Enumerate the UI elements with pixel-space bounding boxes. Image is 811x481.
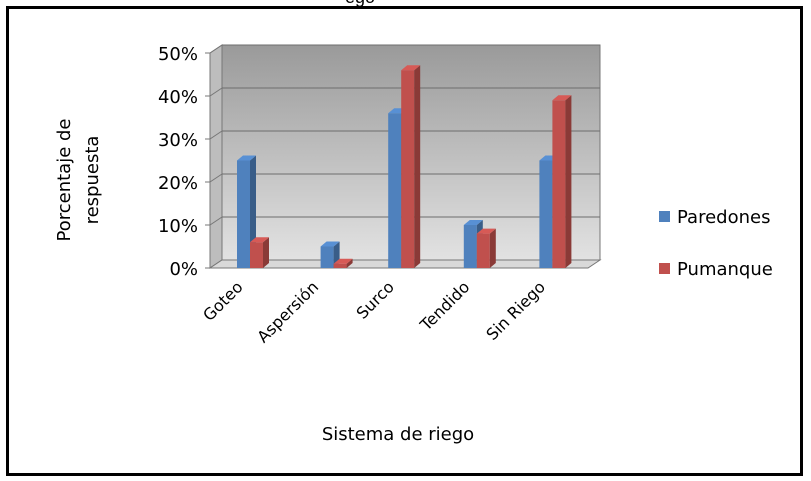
partial-title: ego bbox=[345, 0, 375, 8]
gridline-side bbox=[209, 173, 223, 183]
bar-side bbox=[263, 237, 269, 268]
y-tick-label: 0% bbox=[169, 259, 198, 280]
x-tick-label: Tendido bbox=[416, 277, 474, 335]
bar-pumanque-0 bbox=[250, 237, 269, 268]
y-tick-label: 10% bbox=[158, 216, 198, 237]
bar-front bbox=[401, 70, 415, 268]
bar-front bbox=[320, 246, 334, 268]
bar-top bbox=[552, 95, 572, 101]
gridline-side bbox=[209, 87, 223, 97]
x-tick-label: Goteo bbox=[199, 277, 246, 324]
bar-pumanque-3 bbox=[476, 228, 496, 268]
bar-front bbox=[388, 113, 402, 268]
x-tick-label: Surco bbox=[352, 277, 397, 322]
y-tick-label: 30% bbox=[158, 130, 198, 151]
y-axis-title-line-2: respuesta bbox=[82, 136, 103, 225]
side-wall bbox=[209, 44, 223, 269]
legend-label-paredones: Paredones bbox=[677, 207, 770, 228]
bar-front bbox=[539, 160, 553, 268]
y-tick-label: 20% bbox=[158, 173, 198, 194]
bar-side bbox=[414, 65, 421, 268]
bar-top bbox=[237, 155, 256, 161]
bar-front bbox=[250, 242, 263, 268]
bar-pumanque-2 bbox=[401, 65, 421, 268]
bar-top bbox=[320, 241, 340, 247]
gridline-side bbox=[209, 44, 223, 54]
bar-front bbox=[552, 100, 566, 268]
bar-side bbox=[565, 95, 572, 268]
legend-label-pumanque: Pumanque bbox=[677, 259, 773, 280]
y-tick-label: 50% bbox=[158, 44, 198, 65]
gridline-side bbox=[209, 130, 223, 140]
bar-side bbox=[489, 228, 496, 268]
bar-top bbox=[463, 220, 483, 225]
bar-pumanque-4 bbox=[552, 95, 572, 268]
x-tick-label: Aspersión bbox=[253, 277, 322, 346]
bar-front bbox=[237, 160, 250, 268]
x-tick-label: Sin Riego bbox=[482, 277, 549, 344]
bar-top bbox=[333, 258, 353, 264]
top-strip bbox=[0, 0, 811, 6]
bar-side bbox=[346, 258, 353, 268]
gridline-side bbox=[209, 216, 223, 226]
x-axis-title: Sistema de riego bbox=[322, 424, 474, 445]
legend-swatch-paredones bbox=[659, 211, 670, 222]
y-axis-title-line-1: Porcentaje de bbox=[54, 119, 75, 242]
bar-top bbox=[250, 237, 269, 243]
bar-front bbox=[463, 225, 477, 268]
y-tick-label: 40% bbox=[158, 87, 198, 108]
bar-front bbox=[476, 233, 490, 268]
bar-top bbox=[476, 228, 496, 234]
bar-pumanque-1 bbox=[333, 258, 353, 268]
bar-paredones-1 bbox=[320, 241, 340, 268]
bar-front bbox=[333, 263, 347, 268]
legend-swatch-pumanque bbox=[659, 263, 670, 274]
bar-top bbox=[401, 65, 421, 71]
legend: Paredones Pumanque bbox=[659, 207, 773, 280]
bar-paredones-0 bbox=[237, 155, 256, 268]
